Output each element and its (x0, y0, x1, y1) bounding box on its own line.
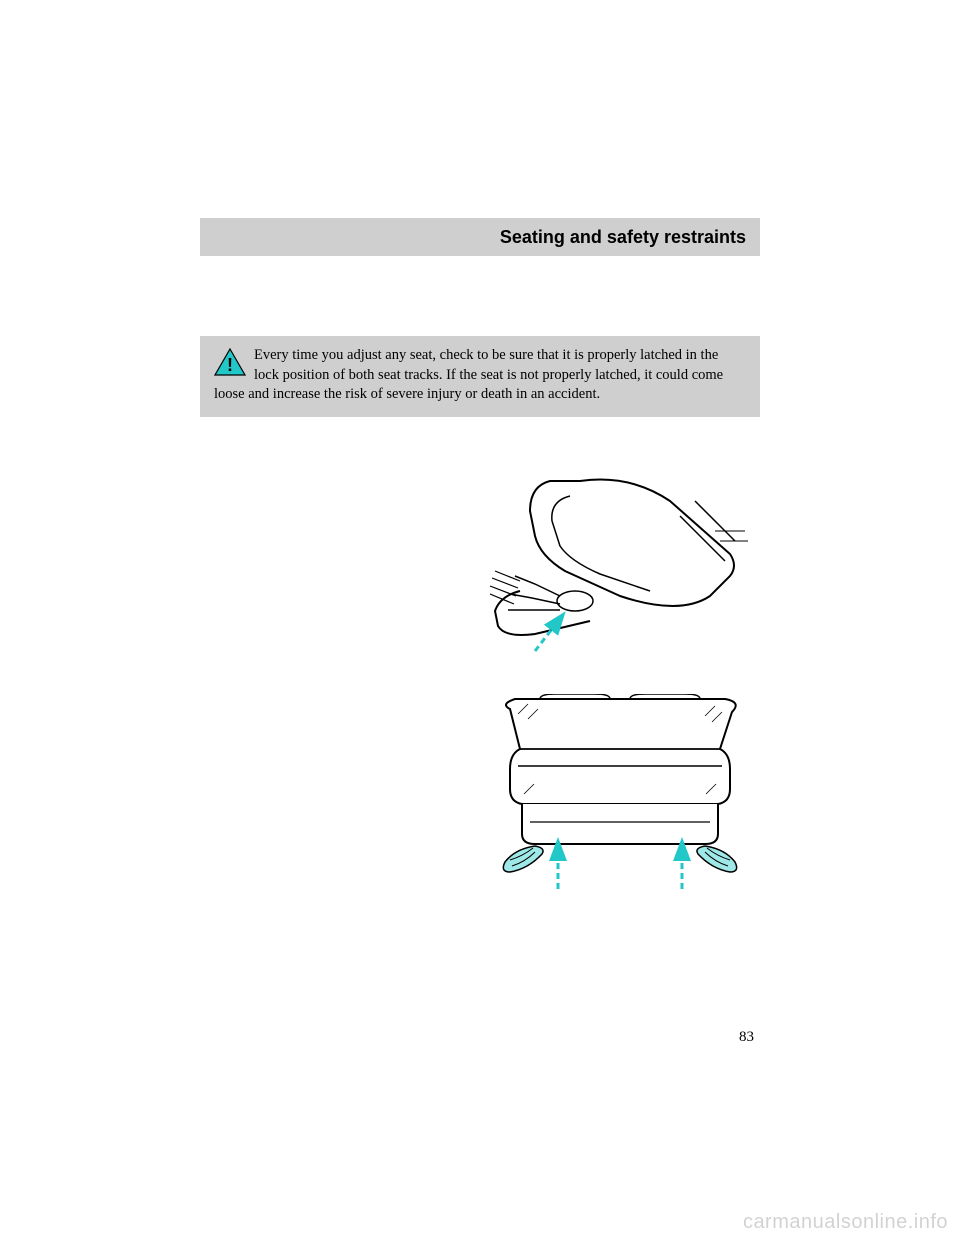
warning-box: ! Every time you adjust any seat, check … (200, 336, 760, 417)
manual-page: Seating and safety restraints ! Every ti… (0, 0, 960, 1242)
warning-text: Every time you adjust any seat, check to… (214, 346, 746, 405)
watermark-text: carmanualsonline.info (743, 1211, 948, 1234)
page-number: 83 (739, 1029, 754, 1046)
svg-text:!: ! (227, 355, 233, 375)
figure-seat-recline-lever (480, 476, 760, 656)
section-title: Seating and safety restraints (500, 227, 746, 248)
warning-icon: ! (214, 348, 246, 376)
figure-seat-latch-levers (480, 694, 760, 894)
section-header-bar: Seating and safety restraints (200, 218, 760, 256)
